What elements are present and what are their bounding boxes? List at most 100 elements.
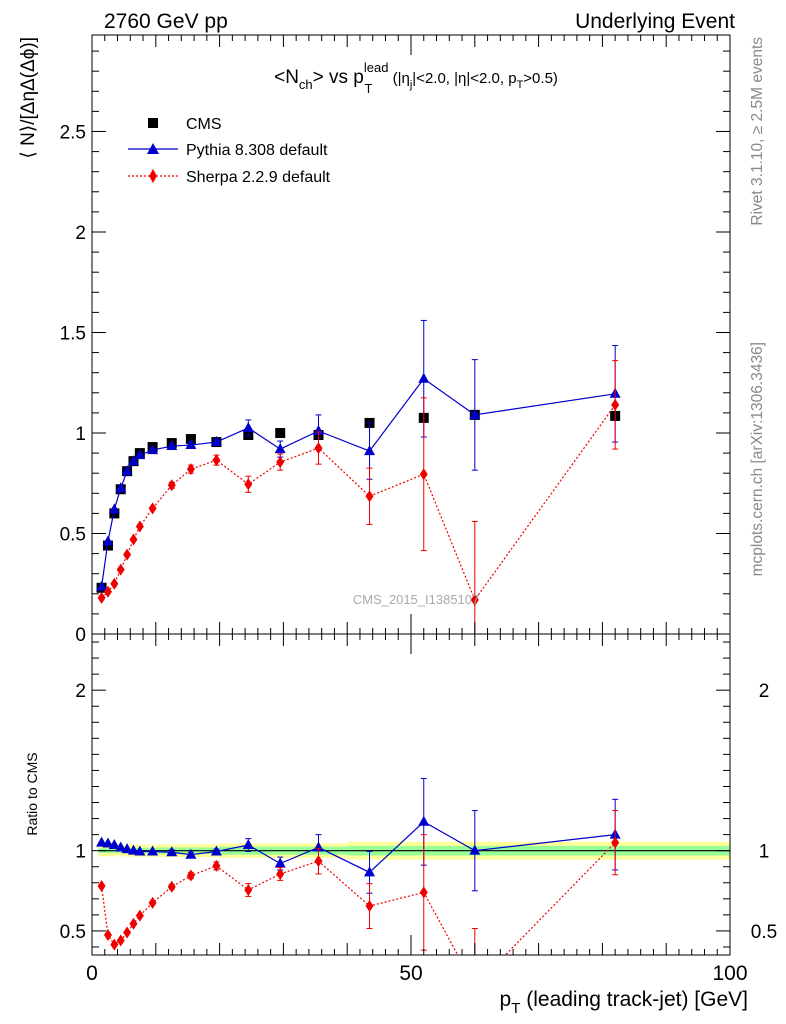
- main-ytick-label-left-1: 1: [75, 424, 86, 445]
- main-point-sherpa-2-2-9-default-17: [611, 398, 620, 411]
- main-point-pythia-8-308-default-12: [274, 443, 286, 454]
- main-point-pythia-8-308-default-16: [469, 408, 481, 419]
- xtick-label-0: 0: [86, 962, 98, 985]
- ratio-point-pythia-8-308-default-15: [418, 815, 430, 826]
- ratio-point-sherpa-2-2-9-default-16: [471, 980, 479, 992]
- legend-label-pythia: Pythia 8.308 default: [186, 142, 328, 159]
- title-sup-lead: lead: [364, 60, 389, 75]
- ratio-point-sherpa-2-2-9-default-11: [244, 883, 253, 896]
- main-point-sherpa-2-2-9-default-15: [419, 468, 428, 481]
- ratio-point-pythia-8-308-default-11: [242, 839, 254, 850]
- main-ytick-label-left-1-5: 1.5: [60, 323, 86, 344]
- main-point-sherpa-2-2-9-default-11: [244, 478, 253, 491]
- main-point-sherpa-2-2-9-default-0: [97, 591, 106, 604]
- main-point-sherpa-2-2-9-default-3: [116, 563, 125, 576]
- main-plot-content: [96, 319, 621, 634]
- main-point-sherpa-2-2-9-default-2: [110, 577, 119, 590]
- main-ytick-label-left-0-5: 0.5: [60, 524, 86, 545]
- main-point-pythia-8-308-default-15: [418, 372, 430, 383]
- main-series-line-pythia-8-308-default: [100, 377, 616, 587]
- ratio-point-sherpa-2-2-9-default-13: [314, 855, 323, 868]
- plot-title: <Nch> vs plead T (|ηj|<2.0, |η|<2.0, pT>0…: [274, 60, 558, 96]
- ratio-point-pythia-8-308-default-1: [102, 837, 114, 848]
- legend-entry-pythia: Pythia 8.308 default: [128, 142, 328, 159]
- main-point-pythia-8-308-default-4: [121, 465, 133, 476]
- main-panel: 0 0.5 1 1.5 2 2.5 <Nch> vs plead T (|ηj|<2.0, …: [18, 34, 731, 646]
- ratio-ytick-label-left-1: 1: [75, 842, 86, 863]
- title-pre: <N: [274, 67, 299, 88]
- ratio-point-pythia-8-308-default-14: [364, 866, 376, 877]
- title-sub-ch: ch: [299, 77, 313, 92]
- main-point-pythia-8-308-default-3: [115, 482, 127, 493]
- ratio-point-sherpa-2-2-9-default-10: [212, 859, 221, 872]
- legend: CMS Pythia 8.308 default Sherpa 2.2.9 de…: [128, 116, 331, 186]
- main-point-cms-2: [109, 508, 120, 519]
- main-y-label: ⟨ N⟩/[ΔηΔ(Δϕ)]: [18, 37, 39, 159]
- main-point-sherpa-2-2-9-default-5: [129, 533, 138, 546]
- title-mid: > vs p: [313, 67, 364, 88]
- main-point-sherpa-2-2-9-default-13: [314, 442, 323, 455]
- main-point-pythia-8-308-default-11: [242, 421, 254, 432]
- ratio-point-pythia-8-308-default-3: [115, 841, 127, 852]
- main-point-pythia-8-308-default-8: [166, 440, 178, 451]
- main-point-pythia-8-308-default-10: [210, 436, 222, 447]
- ratio-ytick-label-left-0-5: 0.5: [60, 922, 86, 943]
- title-cond-sub-t: T: [517, 79, 524, 91]
- main-point-sherpa-2-2-9-default-4: [123, 548, 132, 561]
- main-point-sherpa-2-2-9-default-14: [365, 490, 374, 503]
- main-point-cms-9: [185, 434, 196, 445]
- xtick-label-50: 50: [399, 962, 422, 985]
- main-point-sherpa-2-2-9-default-7: [148, 502, 157, 515]
- ratio-point-sherpa-2-2-9-default-15: [419, 886, 428, 899]
- main-point-pythia-8-308-default-0: [96, 580, 108, 591]
- main-point-pythia-8-308-default-6: [134, 449, 146, 460]
- main-series-line-sherpa-2-2-9-default: [101, 404, 616, 602]
- legend-entry-cms: CMS: [148, 116, 222, 133]
- ratio-ytick-label-right-1: 1: [759, 842, 770, 863]
- ratio-axis-ticks: 0.5 0.5 1 1 2 2 0 50 100: [60, 634, 777, 985]
- ratio-ytick-label-right-0-5: 0.5: [751, 922, 777, 943]
- ratio-point-sherpa-2-2-9-default-6: [135, 909, 144, 922]
- header-left: 2760 GeV pp: [104, 10, 228, 33]
- title-cond-2: |<2.0, |η|<2.0, p: [412, 70, 516, 87]
- ratio-plot-content: [96, 777, 730, 992]
- main-ytick-label-left-0: 0: [75, 625, 86, 646]
- ratio-point-pythia-8-308-default-16: [469, 844, 481, 855]
- ratio-point-pythia-8-308-default-6: [134, 845, 146, 856]
- main-point-cms-12: [275, 427, 286, 438]
- legend-label-cms: CMS: [186, 116, 222, 133]
- main-point-pythia-8-308-default-1: [102, 535, 114, 546]
- main-point-pythia-8-308-default-7: [147, 444, 159, 455]
- ratio-plot-frame: [91, 633, 731, 956]
- legend-label-sherpa: Sherpa 2.2.9 default: [186, 169, 331, 186]
- ratio-point-sherpa-2-2-9-default-1: [103, 928, 112, 941]
- title-sub-t: T: [364, 81, 372, 96]
- ratio-panel: 0.5 0.5 1 1 2 2 0 50 100 Ratio to CMS pT (leadin…: [24, 633, 777, 1017]
- title-cond-1: (|η: [388, 70, 409, 87]
- ratio-point-pythia-8-308-default-7: [147, 845, 159, 856]
- ratio-point-pythia-8-308-default-8: [166, 846, 178, 857]
- legend-entry-sherpa: Sherpa 2.2.9 default: [128, 169, 331, 186]
- ratio-point-sherpa-2-2-9-default-9: [186, 869, 195, 882]
- analysis-watermark: CMS_2015_I1385107: [353, 592, 480, 607]
- ratio-point-sherpa-2-2-9-default-7: [148, 896, 157, 909]
- ratio-point-sherpa-2-2-9-default-12: [276, 867, 285, 880]
- xtick-label-100: 100: [712, 962, 747, 985]
- legend-marker-sherpa: [149, 169, 157, 183]
- main-axis-ticks: 0 0.5 1 1.5 2 2.5: [60, 35, 731, 646]
- main-point-pythia-8-308-default-9: [185, 439, 197, 450]
- ratio-point-sherpa-2-2-9-default-17: [611, 836, 620, 849]
- ratio-point-pythia-8-308-default-12: [274, 857, 286, 868]
- ratio-point-sherpa-2-2-9-default-14: [365, 900, 374, 913]
- x-axis-label: pT (leading track-jet) [GeV]: [500, 988, 748, 1017]
- ratio-point-sherpa-2-2-9-default-2: [110, 938, 119, 951]
- mcplots-label: mcplots.cern.ch [arXiv:1306.3436]: [749, 342, 766, 576]
- ratio-ytick-label-right-2: 2: [759, 681, 770, 702]
- main-ytick-label-left-2-5: 2.5: [60, 122, 86, 143]
- main-point-pythia-8-308-default-5: [127, 455, 139, 466]
- ratio-point-pythia-8-308-default-9: [185, 848, 197, 859]
- rivet-label: Rivet 3.1.10, ≥ 2.5M events: [749, 37, 766, 226]
- ratio-ytick-label-left-2: 2: [75, 681, 86, 702]
- legend-marker-pythia: [147, 143, 159, 154]
